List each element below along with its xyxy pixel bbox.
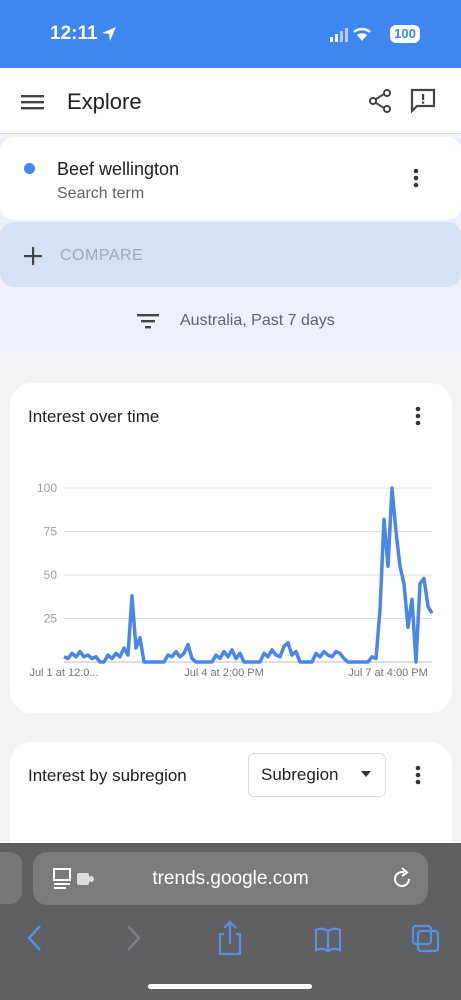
more-icon[interactable] xyxy=(410,167,422,191)
dropdown-label: Subregion xyxy=(261,765,339,784)
prev-tab[interactable] xyxy=(0,852,22,904)
browser-bar: trends.google.com xyxy=(0,843,461,1000)
forward-button[interactable] xyxy=(127,925,141,951)
toolbar-icons xyxy=(27,920,440,956)
search-subtitle: Search term xyxy=(57,185,145,202)
subregion-dropdown[interactable]: Subregion xyxy=(248,753,386,797)
status-bar: 12:11 100 xyxy=(0,0,461,68)
menu-icon[interactable] xyxy=(21,93,45,111)
bookmarks-button[interactable] xyxy=(314,927,342,953)
url: trends.google.com xyxy=(152,868,309,889)
compare-bar[interactable]: COMPARE xyxy=(0,222,461,287)
dropdown-arrow xyxy=(361,771,371,777)
more-icon[interactable] xyxy=(412,405,424,429)
chart-title: Interest over time xyxy=(28,407,160,426)
y-tick-label: 25 xyxy=(44,612,58,626)
feedback-icon[interactable] xyxy=(410,88,436,114)
y-tick-label: 75 xyxy=(44,525,58,539)
subregion-title: Interest by subregion xyxy=(28,766,187,785)
y-tick-label: 100 xyxy=(37,481,57,495)
search-card[interactable]: Beef wellington Search term xyxy=(0,137,461,220)
url-pill[interactable]: trends.google.com xyxy=(33,852,428,905)
search-term: Beef wellington xyxy=(57,159,180,179)
more-icon[interactable] xyxy=(412,764,424,788)
reader-icon[interactable] xyxy=(53,868,99,890)
chart: 25 50 75 100 Jul 1 at 12:0... Jul 4 at 2:00 P… xyxy=(29,481,434,679)
tabs-button[interactable] xyxy=(411,924,440,953)
header: Explore xyxy=(0,68,461,134)
share-icon[interactable] xyxy=(368,88,394,114)
x-tick-label: Jul 4 at 2:00 PM xyxy=(184,667,264,679)
compare-label: COMPARE xyxy=(60,247,144,264)
y-tick-label: 50 xyxy=(44,568,58,582)
header-title: Explore xyxy=(67,89,142,114)
location-icon xyxy=(102,27,116,41)
signal-wifi xyxy=(330,27,371,42)
x-tick-label: Jul 7 at 4:00 PM xyxy=(348,667,428,679)
plus-icon xyxy=(24,247,42,265)
filter-icon[interactable] xyxy=(137,312,161,330)
share-button[interactable] xyxy=(218,920,242,956)
reload-icon[interactable] xyxy=(390,867,414,891)
back-button[interactable] xyxy=(27,925,41,951)
home-indicator xyxy=(148,984,312,989)
filter-label[interactable]: Australia, Past 7 days xyxy=(180,312,335,329)
battery: 100 xyxy=(390,25,420,43)
series-dot xyxy=(24,163,35,174)
time: 12:11 xyxy=(50,23,98,44)
line-series xyxy=(63,486,434,664)
x-tick-label: Jul 1 at 12:0... xyxy=(29,667,98,679)
